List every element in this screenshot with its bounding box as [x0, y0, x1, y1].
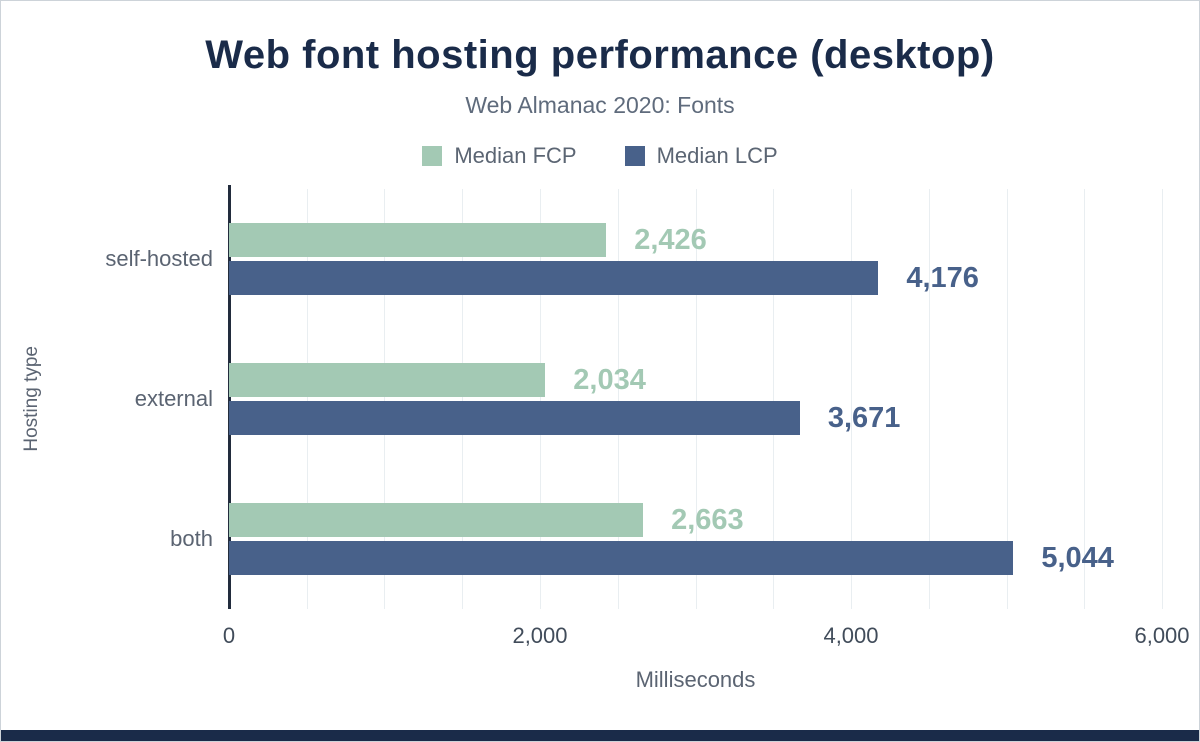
- gridline: [539, 189, 541, 609]
- left-column: Hosting type self-hosted external both: [1, 189, 229, 609]
- bar-group-external: 2,034 3,671: [229, 329, 1162, 469]
- bar-value-label: 5,044: [1041, 541, 1114, 574]
- category-labels: self-hosted external both: [63, 189, 229, 609]
- x-axis: 0 2,000 4,000 6,000: [223, 609, 1190, 655]
- category-label-both: both: [170, 526, 213, 551]
- bar-line: 2,426: [229, 223, 1162, 257]
- legend-label: Median LCP: [656, 143, 778, 168]
- gridline: [462, 189, 464, 609]
- y-axis-title-wrap: Hosting type: [1, 189, 63, 609]
- legend: Median FCP Median LCP: [1, 143, 1199, 169]
- chart-title: Web font hosting performance (desktop): [205, 33, 995, 77]
- gridline: [773, 189, 775, 609]
- gridline: [617, 189, 619, 609]
- bar-group-both: 2,663 5,044: [229, 469, 1162, 609]
- bar-value-label: 2,663: [671, 503, 744, 536]
- category-label-external: external: [134, 386, 213, 411]
- legend-swatch-icon: [422, 146, 443, 166]
- y-axis-title: Hosting type: [21, 346, 42, 452]
- bar-value-label: 2,034: [573, 363, 646, 396]
- bar-value-label: 3,671: [827, 401, 901, 434]
- legend-swatch-icon: [624, 146, 645, 166]
- bar-group-self-hosted: 2,426 4,176: [229, 189, 1162, 329]
- gridline: [1084, 189, 1086, 609]
- gridline: [1006, 189, 1008, 609]
- x-tick-label: 4,000: [823, 623, 879, 648]
- y-axis-line: [228, 185, 231, 609]
- legend-label: Median FCP: [454, 143, 577, 168]
- plot-region: Hosting type self-hosted external both 2,4…: [1, 185, 1199, 609]
- bar-line: 5,044: [229, 541, 1162, 575]
- x-tick-label: 0: [222, 623, 236, 648]
- bar-both-median-fcp: [229, 503, 644, 537]
- x-axis-title: Milliseconds: [635, 667, 756, 692]
- legend-item-0: Median FCP: [422, 143, 577, 169]
- gridline: [384, 189, 386, 609]
- bar-self-hosted-median-lcp: [229, 261, 879, 295]
- gridline: [928, 189, 930, 609]
- x-tick-label: 2,000: [512, 623, 568, 648]
- bar-self-hosted-median-fcp: [229, 223, 607, 257]
- legend-item-1: Median LCP: [624, 143, 778, 169]
- chart-body: Hosting type self-hosted external both 2,4…: [1, 185, 1199, 693]
- bar-both-median-lcp: [229, 541, 1014, 575]
- bar-line: 2,034: [229, 363, 1162, 397]
- footer-accent-bar: [1, 730, 1199, 741]
- bar-rows: 2,426 4,176 2,034 3,671 2,663 5,044: [229, 189, 1162, 609]
- category-label-self-hosted: self-hosted: [105, 246, 213, 271]
- bar-external-median-lcp: [229, 401, 800, 435]
- gridline: [1162, 189, 1163, 609]
- x-tick-label: 6,000: [1134, 623, 1190, 648]
- gridline: [306, 189, 308, 609]
- bar-line: 2,663: [229, 503, 1162, 537]
- bar-external-median-fcp: [229, 363, 546, 397]
- plot-area: 2,426 4,176 2,034 3,671 2,663 5,044: [228, 185, 1163, 609]
- bar-value-label: 4,176: [906, 261, 979, 294]
- bar-value-label: 2,426: [634, 223, 707, 256]
- chart-subtitle: Web Almanac 2020: Fonts: [465, 92, 735, 118]
- bar-line: 3,671: [229, 401, 1162, 435]
- bar-line: 4,176: [229, 261, 1162, 295]
- gridline: [695, 189, 697, 609]
- gridline: [850, 189, 852, 609]
